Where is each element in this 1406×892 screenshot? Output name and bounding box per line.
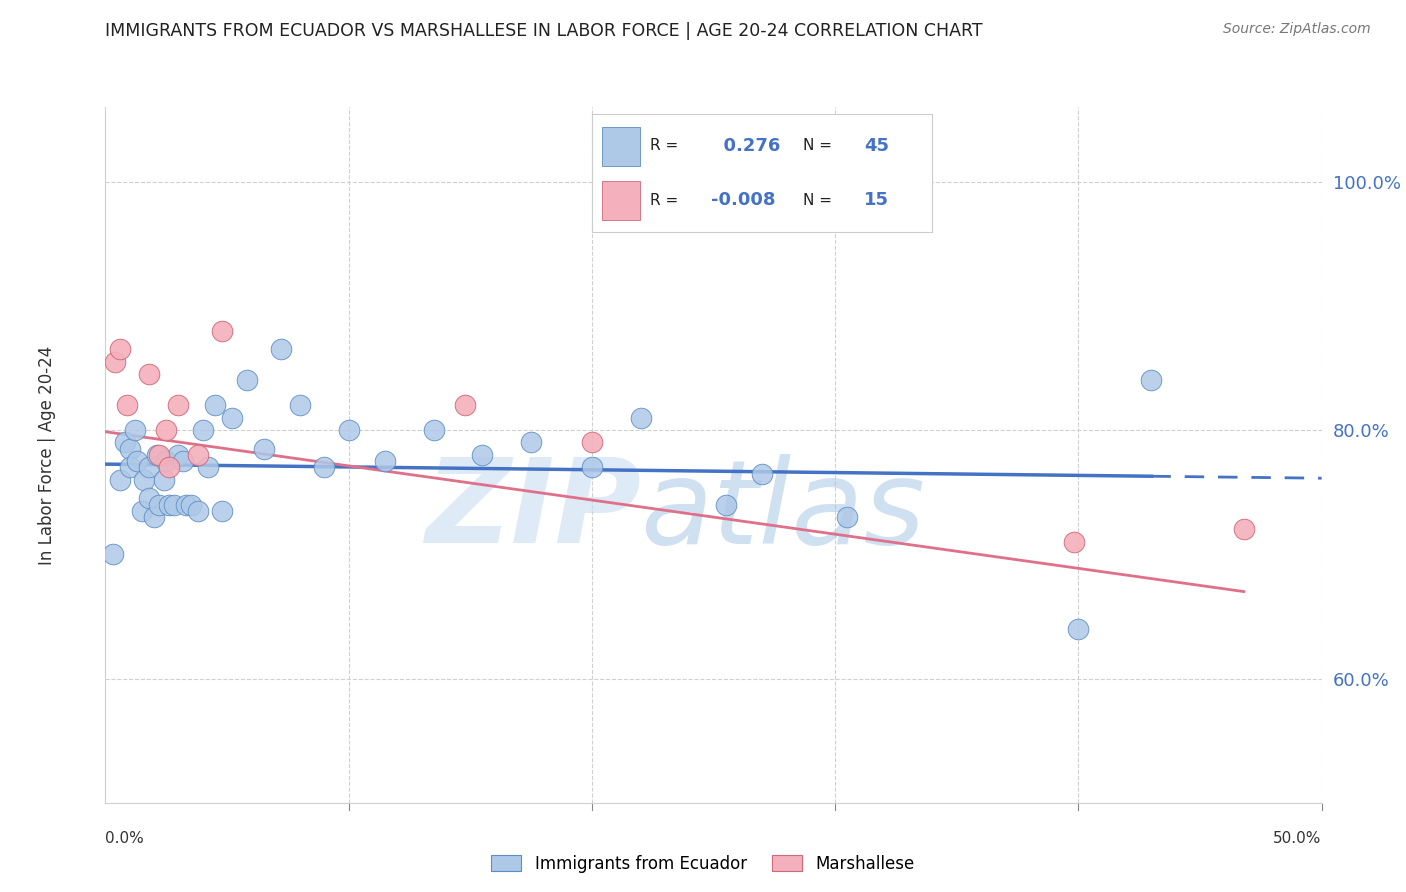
Point bbox=[187, 504, 209, 518]
Point bbox=[143, 510, 166, 524]
Legend: Immigrants from Ecuador, Marshallese: Immigrants from Ecuador, Marshallese bbox=[485, 848, 921, 880]
Text: atlas: atlas bbox=[641, 453, 925, 567]
Point bbox=[197, 460, 219, 475]
Point bbox=[1063, 534, 1085, 549]
Point bbox=[153, 473, 176, 487]
Text: ZIP: ZIP bbox=[425, 453, 641, 568]
Point bbox=[162, 498, 184, 512]
Point bbox=[314, 460, 336, 475]
Point bbox=[423, 423, 446, 437]
Point bbox=[714, 498, 737, 512]
Point bbox=[180, 498, 202, 512]
Text: 50.0%: 50.0% bbox=[1274, 830, 1322, 846]
Point bbox=[211, 504, 233, 518]
Point bbox=[187, 448, 209, 462]
Point bbox=[520, 435, 543, 450]
Point bbox=[235, 373, 257, 387]
Point bbox=[118, 460, 141, 475]
Point bbox=[630, 410, 652, 425]
Point bbox=[125, 454, 148, 468]
Point bbox=[1140, 373, 1163, 387]
Point bbox=[252, 442, 274, 456]
Point bbox=[270, 343, 292, 357]
Point bbox=[221, 410, 243, 425]
Point bbox=[211, 324, 233, 338]
Point bbox=[288, 398, 311, 412]
Point bbox=[114, 435, 136, 450]
Point bbox=[167, 448, 190, 462]
Point bbox=[471, 448, 494, 462]
Point bbox=[124, 423, 146, 437]
Point bbox=[148, 448, 170, 462]
Point bbox=[454, 398, 477, 412]
Point bbox=[837, 510, 859, 524]
Point bbox=[204, 398, 226, 412]
Point bbox=[157, 460, 180, 475]
Point bbox=[117, 398, 139, 412]
Point bbox=[174, 498, 197, 512]
Point bbox=[118, 442, 141, 456]
Text: 0.0%: 0.0% bbox=[105, 830, 145, 846]
Point bbox=[138, 367, 160, 381]
Point bbox=[108, 343, 131, 357]
Point bbox=[131, 504, 153, 518]
Point bbox=[138, 460, 160, 475]
Point bbox=[1233, 523, 1256, 537]
Text: IMMIGRANTS FROM ECUADOR VS MARSHALLESE IN LABOR FORCE | AGE 20-24 CORRELATION CH: IMMIGRANTS FROM ECUADOR VS MARSHALLESE I… bbox=[105, 22, 983, 40]
Point bbox=[104, 355, 127, 369]
Point bbox=[134, 473, 156, 487]
Point bbox=[167, 398, 190, 412]
Point bbox=[191, 423, 214, 437]
Point bbox=[155, 423, 177, 437]
Point bbox=[751, 467, 773, 481]
Point bbox=[155, 454, 177, 468]
Point bbox=[108, 473, 131, 487]
Point bbox=[581, 435, 603, 450]
Point bbox=[172, 454, 194, 468]
Point bbox=[148, 498, 170, 512]
Text: In Labor Force | Age 20-24: In Labor Force | Age 20-24 bbox=[38, 345, 56, 565]
Point bbox=[101, 547, 124, 561]
Point bbox=[337, 423, 360, 437]
Point bbox=[145, 448, 167, 462]
Point bbox=[157, 498, 180, 512]
Point bbox=[374, 454, 396, 468]
Point bbox=[1067, 622, 1090, 636]
Point bbox=[581, 460, 603, 475]
Text: Source: ZipAtlas.com: Source: ZipAtlas.com bbox=[1223, 22, 1371, 37]
Point bbox=[138, 491, 160, 506]
